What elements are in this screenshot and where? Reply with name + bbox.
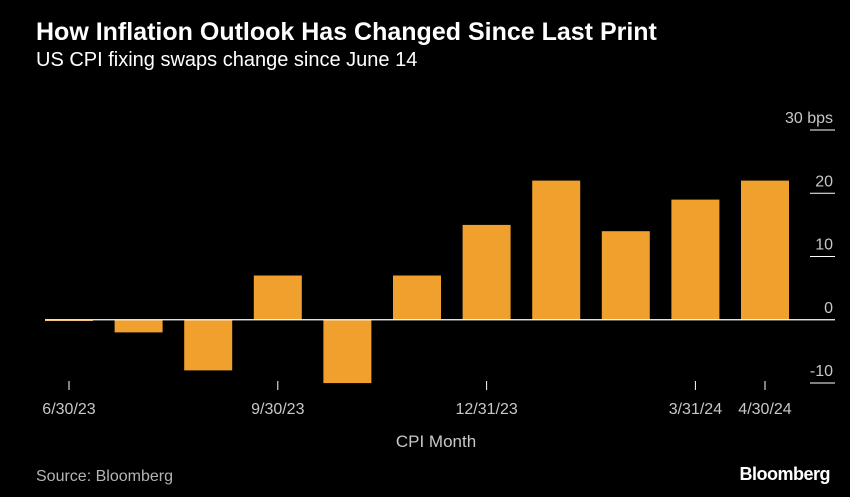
x-tick-label-9-30-23: 9/30/23	[251, 401, 304, 418]
bar-10-31-23	[323, 319, 372, 384]
bar-4-30-24	[741, 180, 789, 320]
bars	[45, 180, 789, 384]
bar-11-30-23	[393, 275, 441, 320]
chart-title: How Inflation Outlook Has Changed Since …	[36, 18, 657, 46]
bloomberg-logo: Bloomberg	[739, 464, 830, 484]
bar-12-31-23	[462, 224, 511, 320]
bar-7-31-23	[114, 319, 163, 333]
bar-6-30-23	[45, 319, 93, 321]
bar-8-31-23	[184, 319, 233, 371]
y-tick-label-30: 30 bps	[785, 110, 833, 127]
y-tick-label-0: 0	[824, 300, 833, 317]
axes: -10 0 10 20 30 bps 6/30/23 9/30/23 12/31/23 3/31…	[42, 110, 835, 451]
bar-2-29-24	[601, 231, 650, 320]
x-axis-title: CPI Month	[396, 432, 476, 451]
bar-3-31-24	[671, 199, 720, 320]
y-tick-label-20: 20	[815, 173, 833, 190]
x-tick-label-6-30-23: 6/30/23	[42, 401, 95, 418]
bar-1-31-24	[532, 180, 581, 320]
y-tick-label-10: 10	[815, 237, 833, 254]
x-tick-label-12-31-23: 12/31/23	[455, 401, 517, 418]
x-tick-label-4-30-24: 4/30/24	[738, 401, 791, 418]
bar-9-30-23	[253, 275, 302, 320]
x-tick-label-3-31-24: 3/31/24	[669, 401, 722, 418]
source-note: Source: Bloomberg	[36, 468, 173, 485]
y-tick-label--10: -10	[810, 363, 833, 380]
chart-subtitle: US CPI fixing swaps change since June 14	[36, 49, 418, 71]
